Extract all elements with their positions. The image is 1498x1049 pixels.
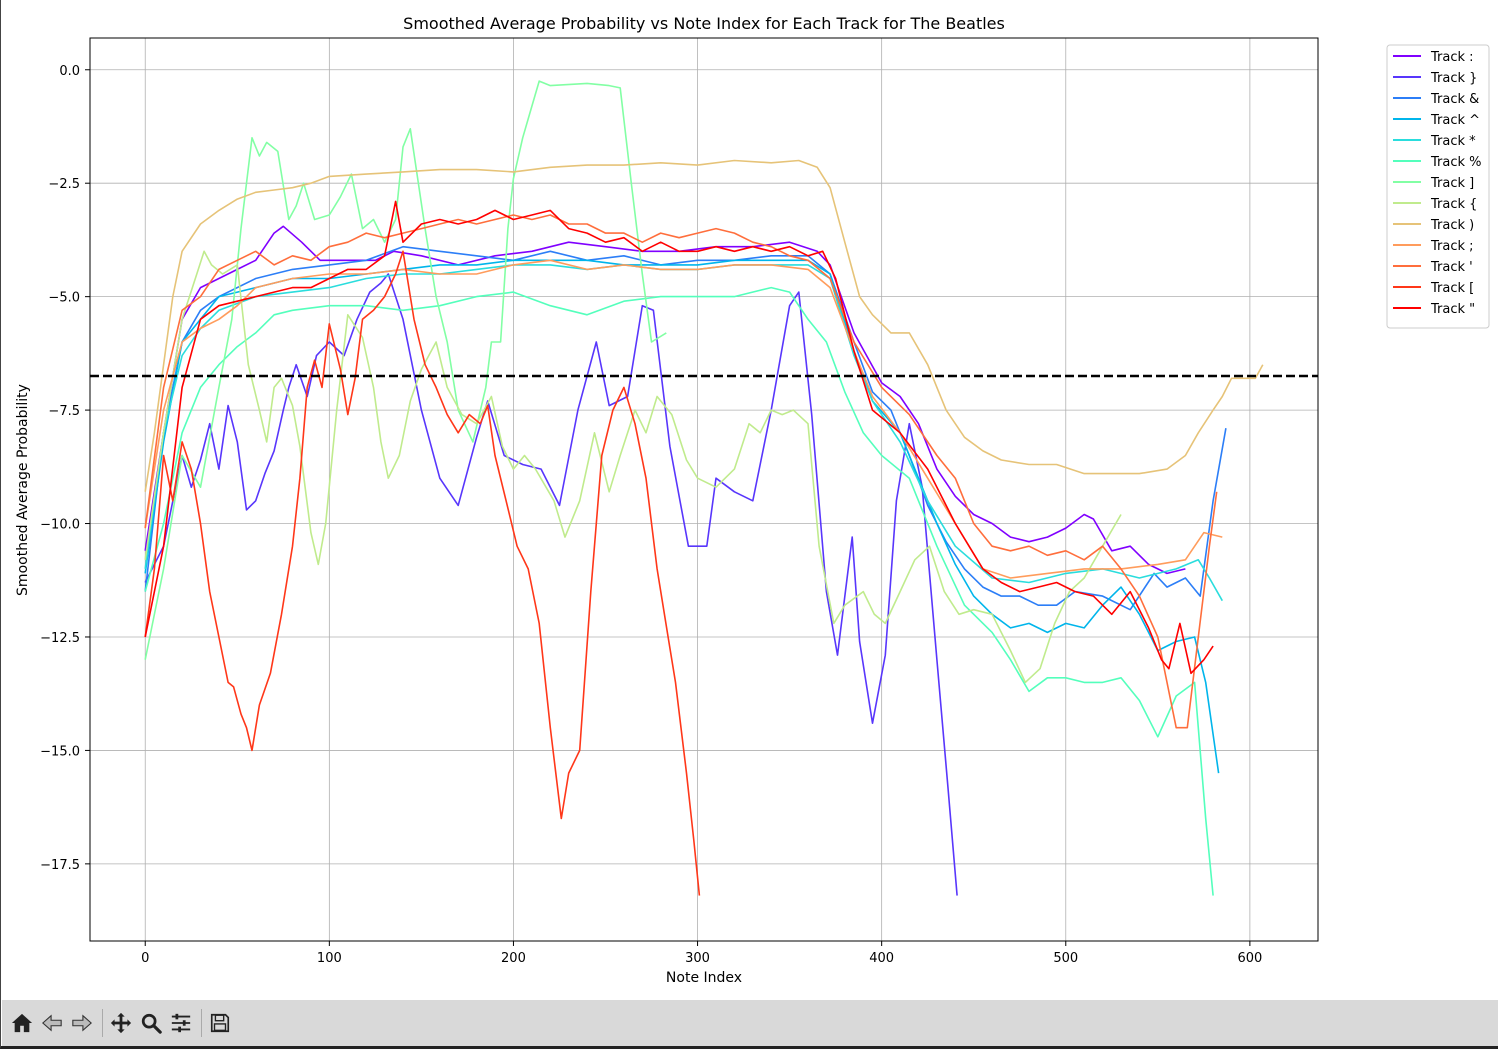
back-icon: [42, 1014, 62, 1032]
y-tick-label: −15.0: [40, 744, 80, 759]
series-line-6: [144, 286, 1214, 896]
series-line-10: [144, 259, 1223, 579]
toolbar-separator: [201, 1009, 202, 1037]
legend-label: Track %: [1430, 155, 1482, 170]
x-tick-label: 600: [1237, 951, 1262, 966]
legend-label: Track ]: [1430, 176, 1474, 191]
series-line-1: [144, 225, 1186, 575]
y-tick-label: −12.5: [40, 631, 80, 646]
x-tick-label: 300: [685, 951, 710, 966]
line-chart: 0 100 200 300 400 500 600 0.0 −2.5 −5.0 −7.5 −10.0…: [15, 14, 1490, 986]
legend-label: Track ;: [1430, 239, 1474, 254]
legend-label: Track &: [1430, 92, 1479, 107]
legend-label: Track ): [1430, 218, 1474, 233]
x-tick-label: 400: [869, 951, 894, 966]
x-tick-label: 200: [501, 951, 526, 966]
legend-label: Track ': [1430, 260, 1473, 275]
y-tick-label: −5.0: [48, 291, 80, 306]
figure-canvas: 0 100 200 300 400 500 600 0.0 −2.5 −5.0 −7.5 −10.0…: [1, 0, 1498, 1000]
legend-label: Track *: [1430, 134, 1476, 149]
legend: Track : Track } Track & Track ^ Track * Track…: [1386, 44, 1490, 329]
forward-button[interactable]: [68, 1007, 96, 1039]
configure-icon: [171, 1013, 191, 1033]
home-button[interactable]: [8, 1007, 36, 1039]
legend-label: Track }: [1430, 71, 1477, 86]
series-line-12: [144, 250, 701, 896]
series-line-11: [144, 214, 1218, 729]
series-line-8: [144, 250, 1122, 684]
zoom-button[interactable]: [137, 1007, 165, 1039]
series-line-13: [144, 200, 1214, 675]
x-axis-ticks: 0 100 200 300 400 500 600: [141, 941, 1262, 966]
save-button[interactable]: [206, 1007, 234, 1039]
zoom-icon: [141, 1013, 162, 1034]
y-tick-label: 0.0: [59, 64, 80, 79]
series-line-7: [144, 80, 667, 660]
y-axis-label: Smoothed Average Probability: [15, 384, 31, 596]
series-layer: [144, 80, 1264, 896]
series-line-9: [144, 159, 1264, 492]
home-icon: [11, 1013, 33, 1033]
x-tick-label: 100: [317, 951, 342, 966]
navigation-toolbar: [2, 1000, 1498, 1046]
legend-frame: [1386, 44, 1490, 329]
x-tick-label: 0: [141, 951, 149, 966]
y-tick-label: −7.5: [48, 404, 80, 419]
forward-icon: [72, 1014, 92, 1032]
legend-label: Track ": [1430, 302, 1475, 317]
chart-title: Smoothed Average Probability vs Note Ind…: [403, 14, 1005, 33]
legend-label: Track [: [1430, 281, 1474, 296]
legend-label: Track ^: [1430, 113, 1480, 128]
y-tick-label: −17.5: [40, 858, 80, 873]
plot-area: [90, 38, 1318, 941]
plot-frame: [89, 37, 1319, 942]
x-tick-label: 500: [1053, 951, 1078, 966]
pan-button[interactable]: [107, 1007, 135, 1039]
y-tick-label: −10.0: [40, 518, 80, 533]
y-axis-ticks: 0.0 −2.5 −5.0 −7.5 −10.0 −12.5 −15.0 −17.5: [40, 64, 90, 873]
back-button[interactable]: [38, 1007, 66, 1039]
configure-button[interactable]: [167, 1007, 195, 1039]
legend-label: Track {: [1430, 197, 1477, 212]
toolbar-separator: [102, 1009, 103, 1037]
y-tick-label: −2.5: [48, 177, 80, 192]
pan-icon: [110, 1012, 132, 1034]
x-axis-label: Note Index: [666, 970, 742, 986]
legend-label: Track :: [1430, 50, 1474, 65]
series-line-2: [144, 273, 958, 896]
save-icon: [210, 1013, 230, 1033]
